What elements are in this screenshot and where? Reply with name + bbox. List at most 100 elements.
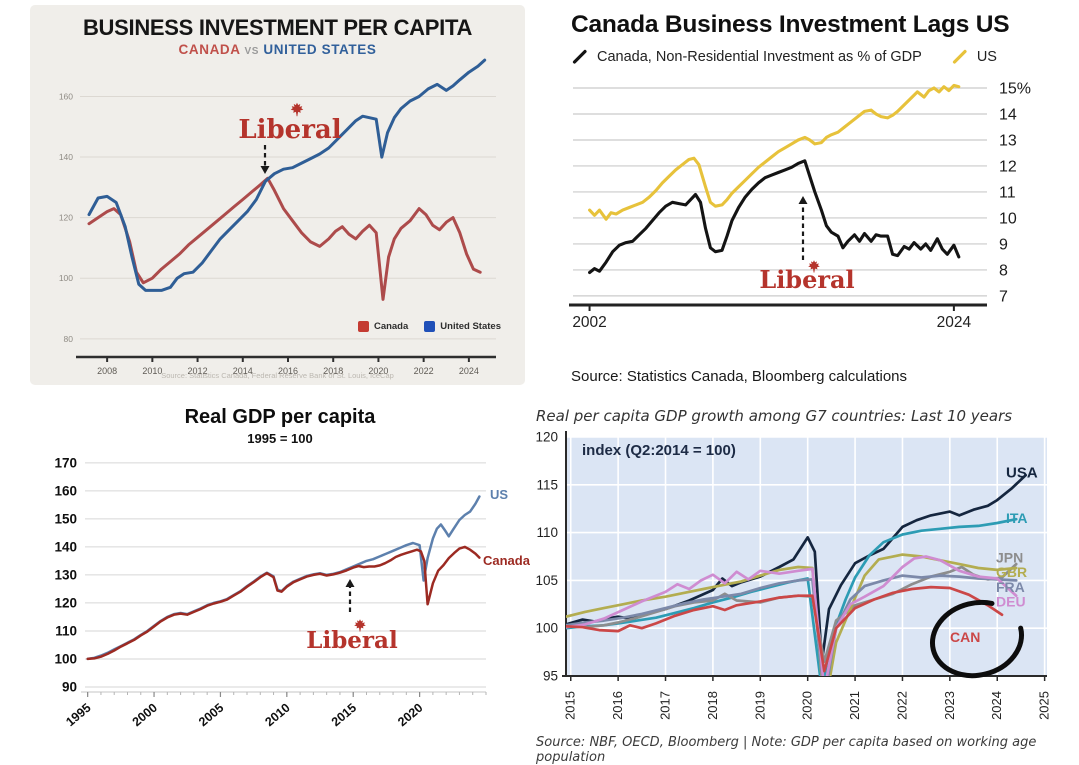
chart-title: Canada Business Investment Lags US (571, 11, 1010, 38)
y-tick-label: 150 (54, 511, 77, 526)
y-tick-label: 95 (543, 669, 558, 684)
legend-item-canada: Canada (357, 321, 409, 332)
maple-leaf-icon (354, 619, 366, 632)
x-tick-label: 2010 (262, 701, 292, 730)
y-tick-label: 115 (536, 477, 558, 492)
chart-subtitle: CANADA VS UNITED STATES (30, 42, 525, 57)
y-tick-label: 7 (999, 288, 1008, 305)
legend-item-united-states: United States (424, 321, 501, 332)
series-canada (86, 545, 481, 661)
series-fra (566, 574, 1018, 676)
y-tick-label: 105 (535, 573, 558, 588)
y-tick-label: 120 (54, 595, 77, 610)
annotation-label: Liberal (306, 627, 398, 654)
x-tick-label: 2022 (894, 691, 909, 720)
x-tick-label: 2012 (188, 366, 208, 376)
y-tick-label: 110 (536, 525, 558, 540)
y-tick-label: 80 (64, 334, 74, 344)
series-label-canada: Canada (483, 553, 530, 568)
real-gdp-per-capita-panel: Real GDP per capita 1995 = 100 90 100 110 1… (30, 400, 530, 761)
x-tick-label: 2005 (196, 701, 226, 730)
series-canada (87, 176, 482, 301)
us-slash-icon (952, 49, 967, 64)
series-canada (588, 159, 961, 275)
x-tick-label: 2002 (572, 314, 606, 331)
y-tick-label: 100 (59, 273, 73, 283)
annotation-arrowhead (260, 166, 270, 174)
series-label-can: CAN (950, 629, 980, 645)
series-label-deu: DEU (996, 593, 1026, 609)
annotation-arrowhead (798, 196, 808, 204)
series-can (566, 585, 1004, 673)
x-tick-label: 2019 (752, 691, 767, 720)
y-tick-label: 160 (54, 483, 77, 498)
g7-gdp-growth-panel: Real per capita GDP growth among G7 coun… (530, 403, 1079, 765)
index-base-label: index (Q2:2014 = 100) (582, 442, 736, 459)
x-tick-label: 2021 (847, 691, 862, 720)
series-us (588, 83, 961, 221)
legend-label-canada: Canada, Non-Residential Investment as % … (597, 49, 922, 65)
x-tick-label: 2023 (942, 691, 957, 720)
annotation-arrowhead (345, 579, 355, 587)
y-tick-label: 140 (54, 539, 77, 554)
x-tick-label: 2020 (368, 366, 388, 376)
y-tick-label: 11 (999, 184, 1016, 201)
plot-background (566, 437, 1047, 676)
canada-swatch-icon (357, 321, 369, 332)
g7-comparison-chart-canvas: 95 100 105 110 115 120 2015 2016 2017 2018 2019 202… (535, 430, 1051, 720)
united-states-swatch-icon (424, 321, 436, 332)
x-tick-label: 2018 (705, 691, 720, 720)
chart-title: Real per capita GDP growth among G7 coun… (536, 407, 1013, 425)
annotation-label: Liberal (238, 115, 341, 145)
hand-drawn-circle (929, 599, 1025, 679)
legend: Canada, Non-Residential Investment as % … (572, 49, 997, 65)
series-label-gbr: GBR (996, 564, 1027, 580)
legend-label-canada: Canada (373, 321, 409, 332)
x-tick-label: 2008 (97, 366, 117, 376)
x-tick-label: 2010 (142, 366, 162, 376)
subtitle-canada: CANADA (178, 42, 241, 57)
y-tick-label: 8 (999, 262, 1008, 279)
series-label-ita: ITA (1006, 510, 1028, 526)
canada-investment-lags-us-panel: Canada Business Investment Lags US Canad… (555, 0, 1079, 400)
legend-label-us: US (976, 49, 997, 65)
annotation-label: Liberal (759, 265, 854, 294)
x-tick-label: 2020 (395, 701, 425, 730)
y-tick-label: 14 (999, 106, 1017, 123)
y-tick-label: 130 (54, 567, 77, 582)
x-tick-label: 2020 (800, 691, 815, 720)
legend-label-united-states: United States (440, 321, 501, 332)
legend: Canada United States (357, 321, 501, 332)
y-tick-label: 9 (999, 236, 1008, 253)
canada-slash-icon (572, 49, 587, 64)
y-tick-label: 100 (54, 651, 77, 666)
y-tick-label: 140 (59, 152, 73, 162)
x-tick-label: 2016 (278, 366, 298, 376)
x-tick-label: 2024 (937, 314, 972, 331)
investment-pct-gdp-chart-canvas: 7 8 9 10 11 12 13 14 15% 2002 2024 Liberal (569, 80, 1031, 331)
y-tick-label: 170 (54, 455, 77, 470)
y-tick-label: 13 (999, 132, 1017, 149)
chart-title: Real GDP per capita (184, 406, 376, 428)
x-tick-label: 2018 (323, 366, 343, 376)
subtitle-vs: VS (244, 46, 260, 57)
x-tick-label: 1995 (63, 701, 93, 730)
x-tick-label: 2024 (459, 366, 479, 376)
chart-subtitle: 1995 = 100 (247, 431, 313, 446)
y-tick-label: 10 (999, 210, 1017, 227)
maple-leaf-icon (808, 260, 820, 273)
series-us (86, 495, 481, 661)
y-tick-label: 90 (62, 679, 77, 694)
x-tick-label: 2016 (610, 691, 625, 720)
x-tick-label: 2014 (233, 366, 253, 376)
subtitle-united-states: UNITED STATES (263, 42, 377, 57)
y-tick-label: 12 (999, 158, 1017, 175)
source-note: Source: Statistics Canada, Federal Reser… (161, 371, 394, 380)
x-tick-label: 2024 (989, 691, 1004, 720)
y-tick-label: 160 (59, 91, 73, 101)
x-tick-label: 2022 (414, 366, 434, 376)
series-deu (566, 555, 1018, 676)
business-investment-per-capita-panel: BUSINESS INVESTMENT PER CAPITA CANADA VS… (30, 5, 525, 385)
series-label-fra: FRA (996, 579, 1025, 595)
y-tick-label: 15% (999, 80, 1031, 97)
